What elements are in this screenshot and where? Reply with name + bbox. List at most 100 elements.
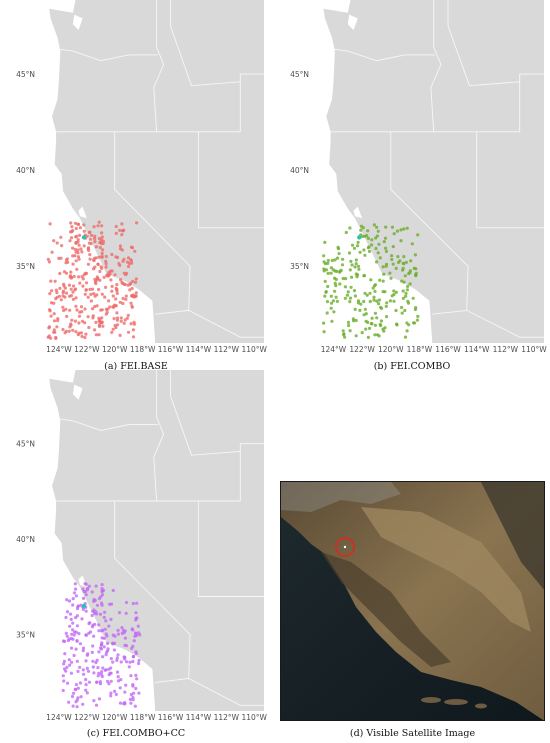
- fire-point: [358, 250, 362, 254]
- fire-point: [412, 321, 417, 325]
- fire-point: [69, 322, 73, 326]
- fire-point: [78, 233, 82, 237]
- fire-point: [83, 590, 87, 594]
- fire-point: [135, 677, 139, 681]
- fire-point: [113, 689, 117, 693]
- fire-point: [403, 274, 407, 278]
- fire-point: [115, 658, 119, 662]
- satellite-island-2: [444, 699, 468, 705]
- fire-point: [413, 253, 417, 257]
- fire-point: [329, 271, 333, 275]
- state-border: [447, 0, 520, 87]
- fire-point: [97, 316, 101, 320]
- fire-point: [333, 258, 337, 262]
- fire-point: [325, 311, 329, 315]
- fire-point: [112, 317, 116, 321]
- fire-point: [83, 271, 87, 275]
- fire-point: [49, 279, 53, 283]
- fire-point: [95, 658, 99, 662]
- fire-point: [348, 296, 353, 300]
- fire-point: [102, 275, 106, 279]
- state-border: [239, 443, 264, 501]
- fire-point: [65, 634, 69, 638]
- fire-point: [329, 301, 334, 305]
- fire-point: [90, 287, 95, 291]
- state-border: [153, 0, 165, 132]
- fire-point: [86, 315, 90, 319]
- fire-point: [122, 702, 126, 706]
- fire-point: [122, 257, 126, 261]
- fire-point: [370, 322, 374, 326]
- fire-point: [359, 302, 363, 306]
- satellite-coast-range: [321, 552, 451, 667]
- fire-point: [122, 271, 126, 275]
- fire-point: [64, 307, 68, 311]
- fire-point: [119, 660, 123, 664]
- state-border: [333, 48, 436, 62]
- fire-point: [416, 233, 420, 237]
- fire-point: [134, 618, 138, 622]
- caption-satellite: (d) Visible Satellite Image: [349, 728, 476, 739]
- fire-point: [403, 335, 408, 339]
- fire-point: [100, 583, 104, 587]
- fire-point: [100, 235, 104, 239]
- map-combo: 45°N 40°N 35°N 124°W 122°W 120°W 118°W 116°W 114…: [290, 0, 547, 354]
- fire-point: [75, 267, 79, 271]
- fire-point: [365, 293, 369, 297]
- fire-point: [106, 641, 110, 645]
- fire-point: [369, 278, 373, 282]
- fire-point: [400, 279, 404, 283]
- fire-point: [94, 584, 98, 588]
- fire-point: [354, 334, 358, 338]
- fire-point: [350, 275, 354, 279]
- fire-point: [65, 598, 69, 602]
- fire-point: [100, 670, 104, 674]
- fire-point: [110, 284, 114, 288]
- fire-point: [68, 239, 72, 243]
- fire-point: [95, 612, 99, 616]
- fire-point: [61, 688, 65, 693]
- fire-point: [127, 665, 131, 669]
- fire-point: [130, 261, 134, 265]
- fire-point: [392, 289, 396, 293]
- fire-point: [111, 633, 115, 637]
- fire-point: [97, 220, 101, 224]
- lat-tick-label: 45°N: [290, 70, 309, 79]
- fire-point: [93, 304, 97, 309]
- lon-tick-label: 118°W: [130, 345, 156, 354]
- fire-point: [76, 669, 80, 673]
- fire-point: [64, 631, 68, 635]
- fire-point: [111, 294, 115, 298]
- fire-point: [110, 252, 114, 257]
- fire-point: [372, 298, 376, 302]
- fire-point: [135, 601, 139, 605]
- fire-point: [80, 275, 84, 279]
- fire-point: [337, 252, 341, 256]
- satellite-clouds: [281, 482, 401, 512]
- fire-point: [368, 326, 372, 330]
- fire-point: [115, 656, 119, 660]
- fire-point: [404, 260, 408, 264]
- fire-point: [67, 658, 71, 662]
- fire-point: [84, 281, 89, 285]
- satellite-image: [280, 481, 545, 721]
- fire-point: [128, 697, 132, 702]
- fire-point: [65, 610, 70, 614]
- fire-point: [401, 289, 405, 293]
- fire-point: [378, 256, 382, 260]
- fire-point: [118, 701, 123, 705]
- fire-point: [81, 702, 85, 706]
- fire-point: [101, 248, 105, 252]
- fire-point: [70, 225, 74, 229]
- fire-point: [362, 274, 366, 278]
- fire-point: [322, 330, 326, 334]
- fire-point: [381, 290, 385, 294]
- lon-tick-label: 114°W: [464, 345, 490, 354]
- fire-point: [83, 307, 87, 311]
- fire-point: [71, 290, 75, 294]
- fire-point: [128, 660, 132, 664]
- fire-point: [364, 327, 368, 331]
- fire-point: [323, 240, 327, 244]
- fire-point: [74, 296, 78, 300]
- fire-point: [116, 632, 120, 636]
